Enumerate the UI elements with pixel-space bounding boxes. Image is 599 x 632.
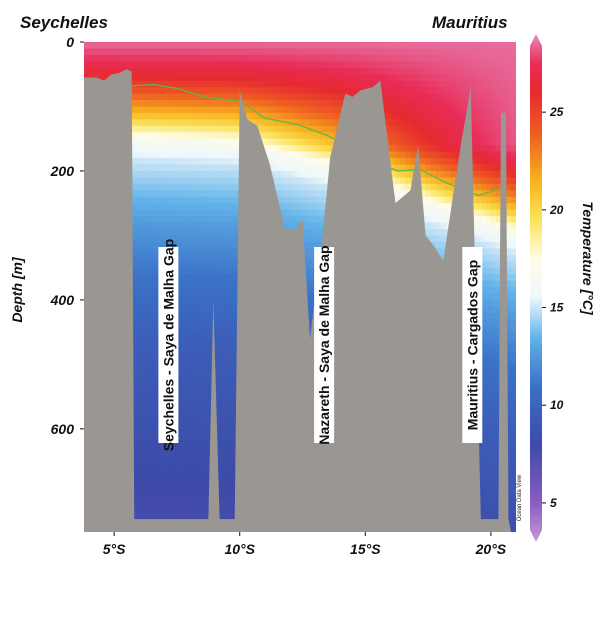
gap-labels: Seychelles - Saya de Malha Gap Nazareth -… (158, 239, 483, 451)
gap-label-background (158, 247, 179, 444)
gap-label: Seychelles - Saya de Malha Gap (158, 239, 179, 451)
credit-text: Ocean Data View (517, 474, 523, 521)
colorbar-tick-label: 5 (550, 496, 557, 510)
gap-label-text: Mauritius - Cargados Gap (464, 260, 480, 430)
y-tick-label: 400 (50, 292, 75, 308)
y-axis: 0 200 400 600 (50, 34, 84, 437)
x-axis: 5°S 10°S 15°S 20°S (103, 532, 507, 557)
gap-label-text: Seychelles - Saya de Malha Gap (160, 239, 176, 451)
gap-label-background (314, 247, 335, 444)
y-axis-label: Depth [m] (9, 256, 25, 323)
gap-label-background (462, 247, 483, 444)
colorbar-ticks: 5 10 15 20 25 (542, 105, 564, 510)
colorbar (530, 34, 542, 542)
colorbar-label: Temperature [°C] (580, 201, 596, 316)
right-location-label: Mauritius (432, 13, 508, 32)
gap-label: Nazareth - Saya de Malha Gap (314, 245, 335, 445)
x-tick-label: 5°S (103, 541, 126, 557)
x-tick-label: 10°S (224, 541, 255, 557)
gap-label: Mauritius - Cargados Gap (462, 247, 483, 444)
isotherm-line (101, 83, 504, 197)
gap-label-text: Nazareth - Saya de Malha Gap (316, 245, 332, 444)
colorbar-tick-label: 10 (550, 398, 564, 412)
x-tick-label: 20°S (475, 541, 507, 557)
y-tick-label: 600 (51, 421, 75, 437)
colorbar-scale (530, 34, 542, 542)
colorbar-tick-label: 15 (550, 301, 564, 315)
colorbar-tick-label: 20 (549, 203, 564, 217)
seafloor-bathymetry (84, 69, 511, 532)
y-tick-label: 200 (50, 163, 75, 179)
colorbar-tick-label: 25 (549, 105, 564, 119)
y-tick-label: 0 (66, 34, 74, 50)
left-location-label: Seychelles (20, 13, 108, 32)
plot-area (84, 42, 516, 532)
x-tick-label: 15°S (350, 541, 381, 557)
